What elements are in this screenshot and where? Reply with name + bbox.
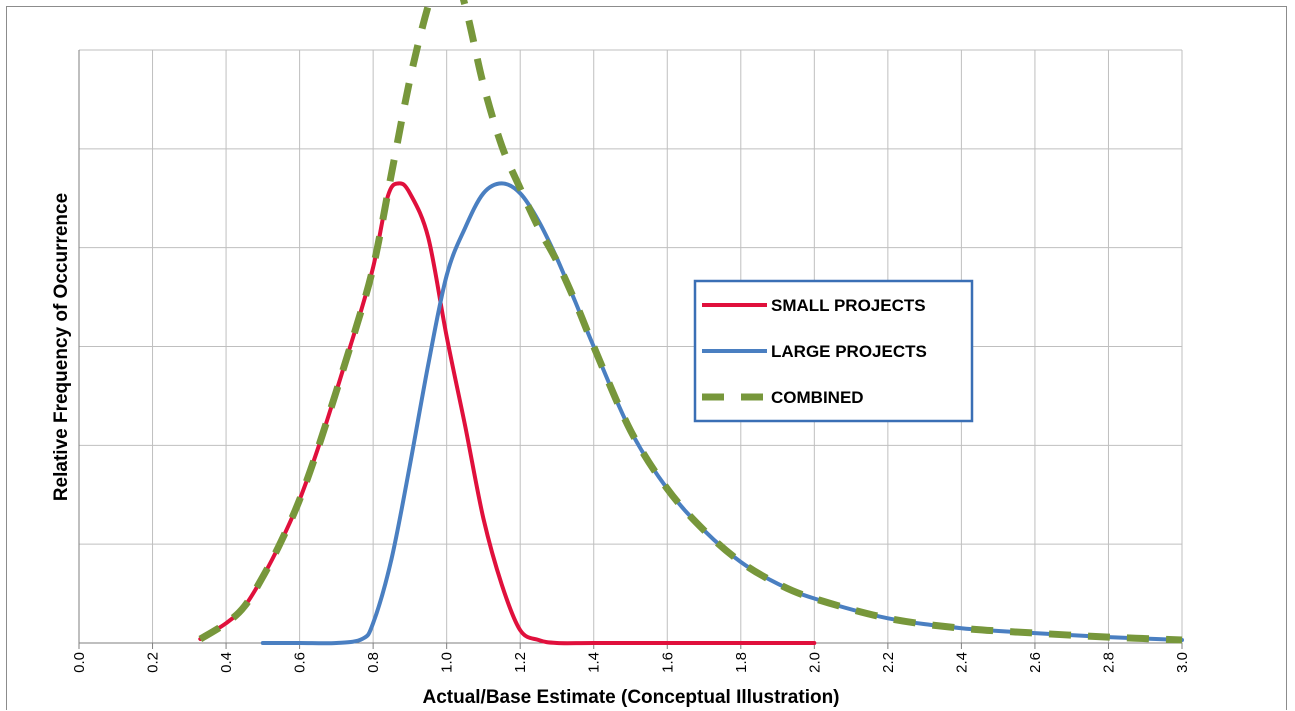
legend-label-combined: COMBINED	[771, 388, 864, 407]
x-tick-label: 3.0	[1174, 652, 1191, 673]
x-axis-title: Actual/Base Estimate (Conceptual Illustr…	[422, 687, 839, 708]
legend-label-small-projects: SMALL PROJECTS	[771, 296, 926, 315]
x-tick-label: 2.6	[1027, 652, 1044, 673]
x-tick-label: 1.6	[659, 652, 676, 673]
x-tick-label: 2.2	[880, 652, 897, 673]
grid-layer	[78, 49, 1183, 643]
x-tick-label: 1.0	[439, 652, 456, 673]
x-tick-label: 1.2	[512, 652, 529, 673]
x-tick-label: 0.8	[365, 652, 382, 673]
x-tick-label: 2.0	[806, 652, 823, 673]
x-tick-label: 0.4	[218, 652, 235, 673]
y-axis-title: Relative Frequency of Occurrence	[51, 193, 72, 501]
series-layer	[198, 0, 1184, 646]
x-tick-label: 0.2	[145, 652, 162, 673]
series-combined	[198, 0, 1183, 644]
chart-frame	[6, 6, 1287, 710]
x-tick-label: 1.4	[586, 652, 603, 673]
x-tick-label: 0.0	[71, 652, 88, 673]
x-tick-label: 2.8	[1100, 652, 1117, 673]
x-tick-label: 0.6	[292, 652, 309, 673]
legend-label-large-projects: LARGE PROJECTS	[771, 342, 927, 361]
x-tick-label: 1.8	[733, 652, 750, 673]
x-tick-label: 2.4	[953, 652, 970, 673]
legend: SMALL PROJECTS LARGE PROJECTS COMBINED	[693, 279, 974, 423]
axis-layer: 0.0 0.2 0.4 0.6 0.8 1.0 1.2 1.4 1.6 1.8 2.0 2.2 2.4 2…	[71, 50, 1191, 673]
